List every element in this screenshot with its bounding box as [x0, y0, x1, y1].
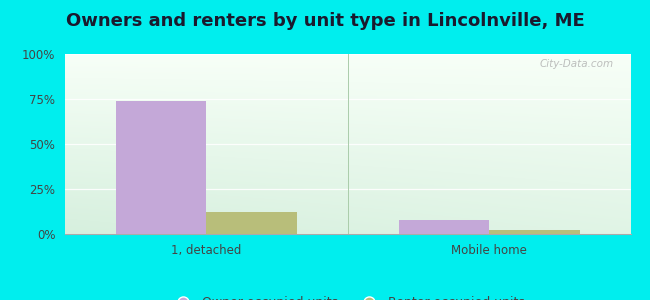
Text: Owners and renters by unit type in Lincolnville, ME: Owners and renters by unit type in Linco…: [66, 12, 584, 30]
Bar: [116, 101, 207, 234]
Bar: [207, 212, 297, 234]
Text: City-Data.com: City-Data.com: [540, 59, 614, 69]
Legend: Owner occupied units, Renter occupied units: Owner occupied units, Renter occupied un…: [166, 291, 530, 300]
Bar: [489, 230, 580, 234]
Bar: [398, 220, 489, 234]
